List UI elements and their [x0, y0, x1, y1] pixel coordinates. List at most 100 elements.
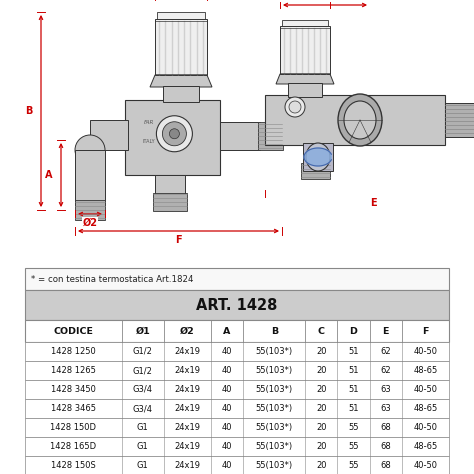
Text: D: D: [350, 327, 357, 336]
Text: 40: 40: [222, 423, 232, 432]
Text: 68: 68: [381, 461, 391, 470]
Text: Ø2: Ø2: [180, 327, 195, 336]
Bar: [153, 193, 187, 211]
Text: 20: 20: [316, 461, 327, 470]
Bar: [155, 19, 207, 75]
Text: 55(103*): 55(103*): [255, 423, 293, 432]
Ellipse shape: [344, 101, 376, 139]
Bar: [303, 143, 333, 171]
Text: ART. 1428: ART. 1428: [196, 298, 278, 312]
Text: A: A: [223, 327, 231, 336]
Bar: [25, 456, 449, 474]
Bar: [125, 100, 220, 175]
Ellipse shape: [156, 116, 192, 152]
Polygon shape: [304, 148, 331, 166]
Text: G1: G1: [137, 423, 149, 432]
Text: 1428 3465: 1428 3465: [51, 404, 96, 413]
Text: G1: G1: [137, 461, 149, 470]
Text: G1/2: G1/2: [133, 347, 153, 356]
Text: 55(103*): 55(103*): [255, 461, 293, 470]
Bar: [301, 163, 330, 179]
Text: 24x19: 24x19: [174, 442, 201, 451]
Bar: [220, 122, 260, 150]
Text: F: F: [175, 235, 182, 245]
Text: 62: 62: [381, 366, 391, 375]
Bar: [157, 12, 205, 20]
Bar: [282, 20, 328, 27]
Bar: [25, 437, 449, 456]
Text: 51: 51: [348, 347, 359, 356]
Text: 40: 40: [222, 442, 232, 451]
Bar: [25, 290, 449, 320]
Text: 51: 51: [348, 404, 359, 413]
Text: 40: 40: [222, 404, 232, 413]
Text: ITALY: ITALY: [143, 139, 155, 144]
Text: 1428 1250: 1428 1250: [51, 347, 96, 356]
Ellipse shape: [289, 101, 301, 113]
Text: 1428 165D: 1428 165D: [50, 442, 96, 451]
Bar: [90, 120, 128, 150]
Text: 55(103*): 55(103*): [255, 385, 293, 394]
Text: F: F: [422, 327, 428, 336]
Ellipse shape: [285, 97, 305, 117]
Text: 62: 62: [381, 347, 391, 356]
Text: 40-50: 40-50: [413, 347, 438, 356]
Bar: [25, 268, 449, 290]
Bar: [258, 122, 283, 150]
Text: B: B: [271, 327, 278, 336]
Text: 20: 20: [316, 423, 327, 432]
Text: 68: 68: [381, 442, 391, 451]
Text: 24x19: 24x19: [174, 423, 201, 432]
Text: 20: 20: [316, 385, 327, 394]
Text: Ø1: Ø1: [136, 327, 150, 336]
Text: 55: 55: [348, 461, 359, 470]
Ellipse shape: [75, 135, 105, 165]
Text: 51: 51: [348, 385, 359, 394]
Bar: [303, 145, 328, 165]
Text: 40: 40: [222, 347, 232, 356]
Text: 55(103*): 55(103*): [255, 347, 293, 356]
Text: 1428 150S: 1428 150S: [51, 461, 96, 470]
Bar: [25, 320, 449, 342]
Bar: [163, 86, 199, 102]
Text: G1: G1: [137, 442, 149, 451]
Text: 40-50: 40-50: [413, 461, 438, 470]
Text: 24x19: 24x19: [174, 385, 201, 394]
Text: G1/2: G1/2: [133, 366, 153, 375]
Ellipse shape: [169, 129, 179, 139]
Text: 24x19: 24x19: [174, 404, 201, 413]
Text: 40-50: 40-50: [413, 423, 438, 432]
Text: 20: 20: [316, 442, 327, 451]
Bar: [75, 200, 105, 220]
Text: 48-65: 48-65: [413, 404, 438, 413]
Text: C: C: [318, 327, 325, 336]
Bar: [280, 26, 330, 74]
Text: 68: 68: [381, 423, 391, 432]
Text: 24x19: 24x19: [174, 461, 201, 470]
Text: 24x19: 24x19: [174, 366, 201, 375]
Ellipse shape: [338, 94, 382, 146]
Text: G3/4: G3/4: [133, 404, 153, 413]
Text: A: A: [45, 170, 53, 180]
Text: Ø2: Ø2: [82, 218, 98, 228]
Text: 55(103*): 55(103*): [255, 442, 293, 451]
Text: 63: 63: [381, 385, 391, 394]
Bar: [288, 83, 322, 97]
Text: D: D: [321, 0, 329, 2]
Bar: [25, 399, 449, 418]
Text: 48-65: 48-65: [413, 442, 438, 451]
Text: 20: 20: [316, 347, 327, 356]
Text: G3/4: G3/4: [133, 385, 153, 394]
Text: 55(103*): 55(103*): [255, 366, 293, 375]
Text: 40: 40: [222, 385, 232, 394]
Bar: [25, 380, 449, 399]
Bar: [445, 103, 474, 137]
Text: 55(103*): 55(103*): [255, 404, 293, 413]
Text: FAR: FAR: [144, 120, 154, 125]
Text: B: B: [25, 106, 33, 116]
Text: E: E: [370, 198, 377, 208]
Text: * = con testina termostatica Art.1824: * = con testina termostatica Art.1824: [31, 274, 193, 283]
Bar: [75, 150, 105, 205]
Bar: [25, 361, 449, 380]
Bar: [25, 342, 449, 361]
